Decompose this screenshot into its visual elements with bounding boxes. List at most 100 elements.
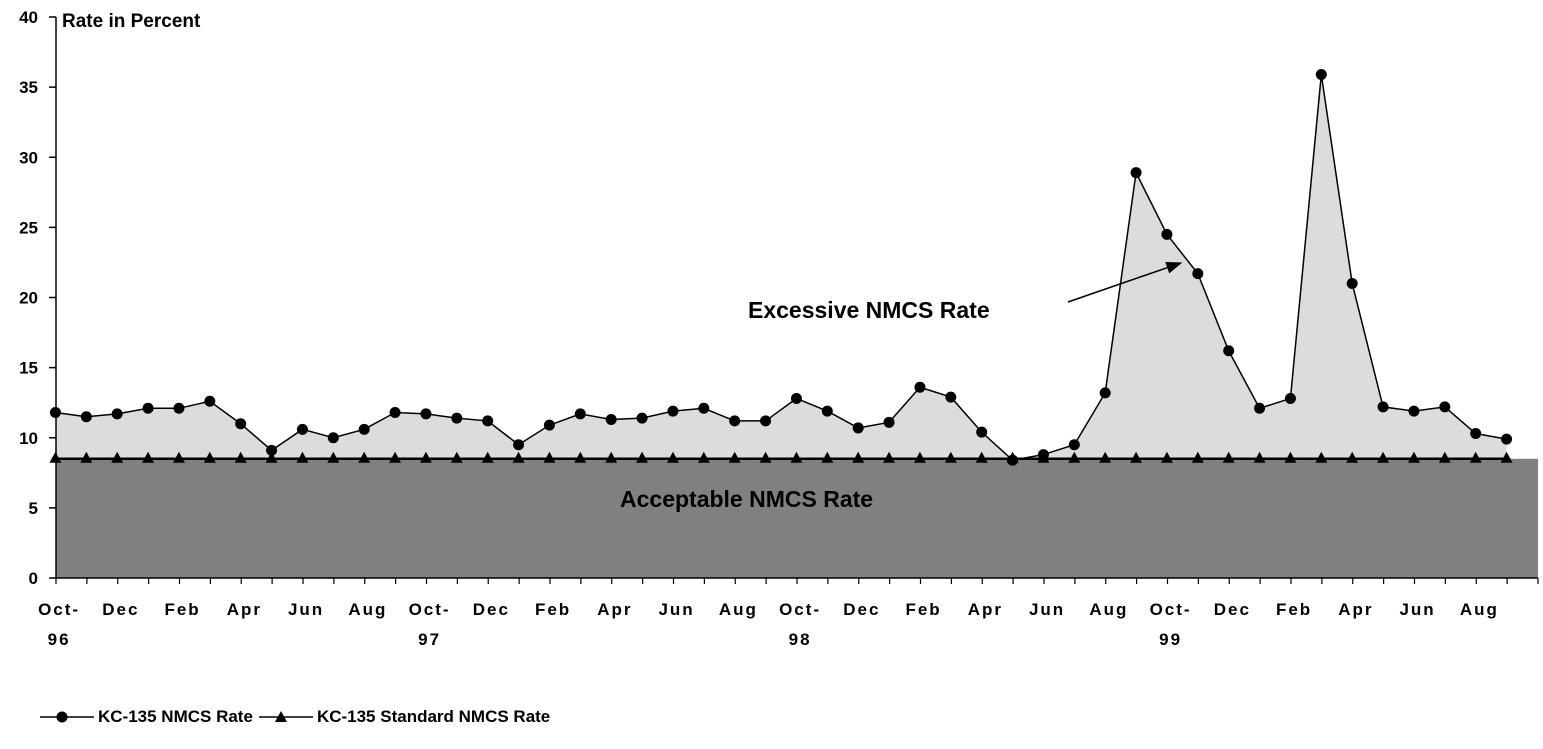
nmcs-rate-point (173, 402, 185, 414)
nmcs-rate-point (1099, 387, 1111, 399)
x-tick-label: Oct- (38, 600, 80, 619)
nmcs-rate-point (852, 422, 864, 434)
standard-rate-point (852, 451, 865, 463)
standard-rate-point (1253, 451, 1266, 463)
circle-marker-icon (40, 711, 94, 723)
nmcs-rate-point (790, 392, 802, 404)
standard-rate-point (543, 451, 556, 463)
standard-rate-point (605, 451, 618, 463)
nmcs-rate-point (1377, 401, 1389, 413)
y-tick-label: 15 (19, 359, 38, 378)
annotations: Excessive NMCS Rate Acceptable NMCS Rate (620, 261, 1183, 512)
legend-item-standard-rate: KC-135 Standard NMCS Rate (258, 707, 551, 727)
x-tick-label: Dec (1214, 600, 1251, 619)
y-tick-label: 25 (19, 218, 38, 237)
x-tick-label: Feb (905, 600, 941, 619)
y-tick-label: 35 (19, 78, 38, 97)
standard-rate-point (1191, 451, 1204, 463)
y-tick-label: 30 (19, 148, 38, 167)
standard-rate-point (728, 451, 741, 463)
x-tick-label-year: 98 (789, 630, 812, 649)
nmcs-rate-point (1408, 405, 1420, 417)
x-tick-label: Aug (719, 600, 758, 619)
x-tick-label-year: 99 (1159, 630, 1182, 649)
standard-rate-point (512, 451, 525, 463)
standard-rate-point (1284, 451, 1297, 463)
standard-rate-point (358, 451, 371, 463)
nmcs-rate-point (914, 381, 926, 393)
standard-rate-point (1099, 451, 1112, 463)
x-tick-label: Jun (1399, 600, 1435, 619)
nmcs-rate-point (235, 418, 247, 430)
nmcs-rate-point (358, 423, 370, 435)
nmcs-rate-point (1254, 402, 1266, 414)
y-axis-label: Rate in Percent (62, 11, 201, 32)
nmcs-rate-point (1346, 277, 1358, 289)
standard-rate-point (1130, 451, 1143, 463)
standard-rate-point (636, 451, 649, 463)
y-tick-label: 10 (19, 429, 38, 448)
nmcs-rate-point (80, 411, 92, 423)
standard-rate-point (80, 451, 93, 463)
standard-rate-point (49, 451, 62, 463)
x-tick-label: Jun (658, 600, 694, 619)
standard-rate-point (111, 451, 124, 463)
y-tick-label: 0 (29, 569, 38, 588)
nmcs-rate-point (605, 414, 617, 426)
nmcs-rate-point (1068, 439, 1080, 451)
standard-rate-point (450, 451, 463, 463)
nmcs-rate-point (1007, 454, 1019, 466)
nmcs-rate-point (543, 419, 555, 431)
standard-rate-point (790, 451, 803, 463)
nmcs-rate-point (1470, 428, 1482, 440)
y-tick-label: 40 (19, 8, 38, 27)
x-tick-label: Apr (968, 600, 1003, 619)
x-tick-label: Oct- (1150, 600, 1192, 619)
nmcs-rate-point (451, 412, 463, 424)
excessive-rate-annotation: Excessive NMCS Rate (748, 297, 990, 323)
x-tick-label: Feb (1276, 600, 1312, 619)
standard-rate-point (234, 451, 247, 463)
nmcs-rate-chart: 0 5 10 15 20 25 30 35 40 Oct- 96 Dec Feb Apr Jun Aug Oct… (19, 8, 1539, 649)
standard-rate-point (1222, 451, 1235, 463)
standard-rate-point (1500, 451, 1513, 463)
annotation-arrow (1067, 266, 1168, 303)
standard-rate-point (821, 451, 834, 463)
axes: 0 5 10 15 20 25 30 35 40 Oct- 96 Dec Feb Apr Jun Aug Oct… (19, 8, 1539, 649)
standard-rate-point (1160, 451, 1173, 463)
standard-rate-point (913, 451, 926, 463)
standard-rate-point (1469, 451, 1482, 463)
standard-rate-point (265, 451, 278, 463)
standard-rate-point (574, 451, 587, 463)
nmcs-rate-point (1439, 401, 1451, 413)
legend-label-nmcs-rate: KC-135 NMCS Rate (98, 707, 253, 726)
x-tick-label: Oct- (409, 600, 451, 619)
nmcs-rate-point (945, 391, 957, 403)
triangle-marker-icon (258, 711, 313, 722)
standard-rate-point (883, 451, 896, 463)
nmcs-rate-point (1223, 345, 1235, 357)
standard-rate-series (49, 451, 1513, 463)
legend-label-standard-rate: KC-135 Standard NMCS Rate (316, 707, 551, 726)
nmcs-rate-point (420, 408, 432, 420)
x-tick-label: Oct- (779, 600, 821, 619)
x-tick-label: Dec (473, 600, 510, 619)
nmcs-rate-series (49, 69, 1513, 466)
nmcs-rate-point (266, 444, 278, 456)
standard-rate-point (296, 451, 309, 463)
nmcs-rate-point (1192, 268, 1204, 280)
nmcs-rate-point (482, 415, 494, 427)
standard-rate-point (1068, 451, 1081, 463)
x-tick-label: Aug (1460, 600, 1499, 619)
nmcs-rate-point (513, 439, 525, 451)
nmcs-rate-point (327, 432, 339, 444)
nmcs-rate-point (1315, 69, 1327, 81)
standard-rate-point (944, 451, 957, 463)
x-tick-label: Feb (535, 600, 571, 619)
nmcs-rate-point (204, 395, 216, 407)
standard-rate-point (203, 451, 216, 463)
nmcs-rate-point (49, 407, 61, 419)
nmcs-rate-point (142, 402, 154, 414)
standard-rate-point (172, 451, 185, 463)
nmcs-rate-point (389, 407, 401, 419)
